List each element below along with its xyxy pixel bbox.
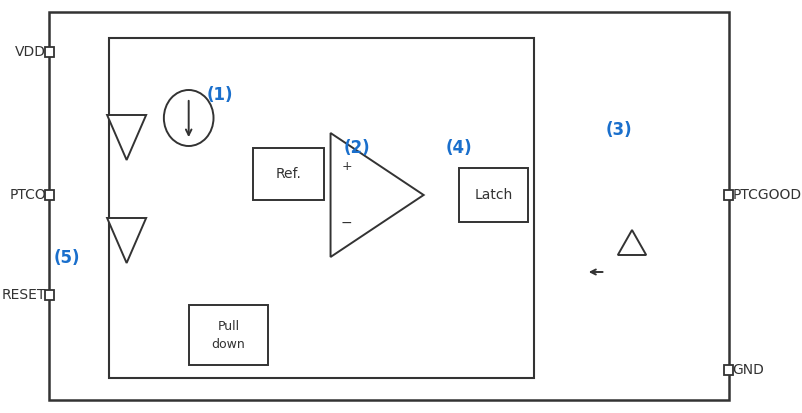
Text: VDD: VDD	[15, 45, 46, 59]
Text: GND: GND	[731, 363, 764, 377]
Polygon shape	[107, 115, 146, 160]
Polygon shape	[617, 230, 646, 255]
Bar	[459, 168, 528, 222]
Text: PTCO: PTCO	[9, 188, 46, 202]
Text: (1): (1)	[206, 86, 233, 104]
Text: down: down	[212, 339, 245, 351]
Text: −: −	[340, 216, 352, 230]
Text: Pull: Pull	[217, 320, 239, 334]
Text: Latch: Latch	[474, 188, 512, 202]
Text: (4): (4)	[445, 139, 472, 157]
Bar	[723, 190, 732, 200]
Bar	[109, 38, 534, 378]
Text: (5): (5)	[54, 249, 80, 267]
Text: PTCGOOD: PTCGOOD	[731, 188, 800, 202]
Bar	[45, 190, 54, 200]
Bar	[45, 290, 54, 300]
Polygon shape	[330, 133, 423, 257]
Bar	[45, 47, 54, 57]
Bar	[723, 365, 732, 375]
Bar	[253, 148, 324, 200]
Text: (3): (3)	[605, 121, 631, 139]
Bar	[188, 305, 268, 365]
Polygon shape	[107, 218, 146, 263]
Text: Ref.: Ref.	[276, 167, 302, 181]
Text: (2): (2)	[343, 139, 370, 157]
Text: +: +	[341, 161, 351, 173]
Text: RESET: RESET	[2, 288, 46, 302]
